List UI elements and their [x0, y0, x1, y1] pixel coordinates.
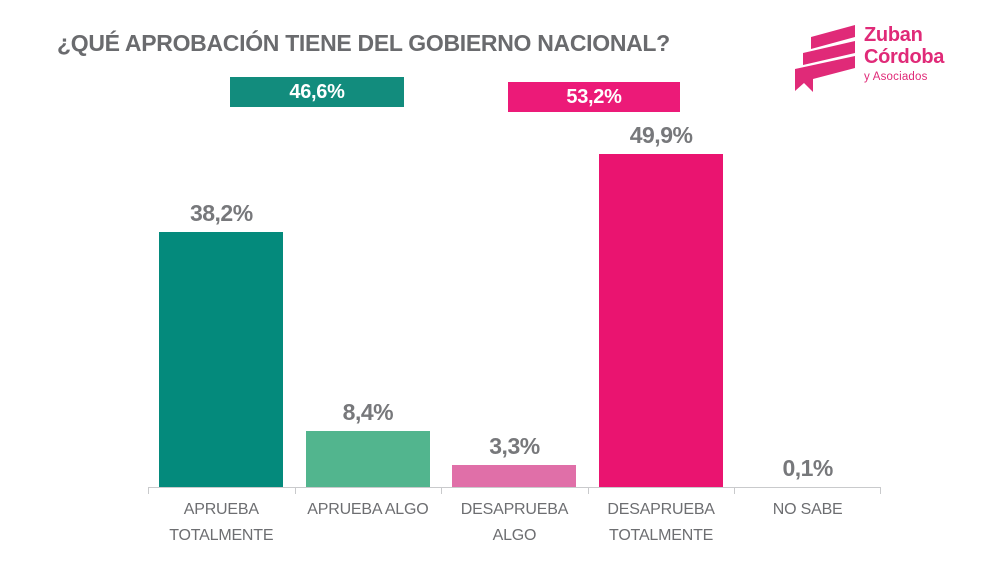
brand-logo: Zuban Córdoba y Asociados: [795, 24, 944, 92]
bar-value-label: 0,1%: [782, 455, 833, 481]
summary-badge: 46,6%: [230, 77, 404, 107]
axis-tick: [880, 487, 881, 494]
page-title: ¿QUÉ APROBACIÓN TIENE DEL GOBIERNO NACIO…: [57, 30, 670, 56]
bar: [159, 232, 284, 487]
bar-value-label: 38,2%: [189, 200, 253, 226]
bar-column: 49,9%: [588, 122, 735, 487]
x-axis-line: [148, 487, 881, 488]
axis-ticks: [148, 487, 881, 494]
bar-column: 3,3%: [441, 433, 588, 487]
logo-subtitle: y Asociados: [864, 71, 928, 83]
axis-tick: [587, 487, 589, 494]
logo-line2: Córdoba: [864, 46, 945, 68]
bar-column: 0,1%: [734, 455, 881, 487]
bar: [599, 154, 724, 487]
logo-stripes-icon: [795, 25, 855, 92]
bars-row: 38,2% 8,4% 3,3% 49,9% 0,1%: [148, 122, 881, 487]
axis-tick: [294, 487, 296, 494]
category-labels-row: APRUEBA TOTALMENTE APRUEBA ALGO DESAPRUEBA…: [148, 497, 881, 549]
bar-value-label: 3,3%: [489, 433, 540, 459]
bar: [452, 465, 577, 487]
bar-value-label: 8,4%: [342, 399, 394, 425]
bar-value-label: 49,9%: [629, 122, 693, 148]
category-label: DESAPRUEBA TOTALMENTE: [607, 501, 715, 544]
bar-column: 38,2%: [148, 200, 295, 487]
category-label: APRUEBA ALGO: [307, 501, 429, 518]
category-label: NO SABE: [772, 501, 843, 518]
axis-tick: [734, 487, 736, 494]
logo-line1: Zuban: [864, 24, 923, 46]
logo-text: Zuban Córdoba y Asociados: [864, 24, 944, 83]
category-label: APRUEBA TOTALMENTE: [169, 501, 274, 544]
bar-column: 8,4%: [295, 399, 442, 487]
summary-badge: 53,2%: [508, 82, 680, 112]
category-label: DESAPRUEBA ALGO: [460, 501, 569, 544]
bar: [305, 431, 430, 487]
axis-tick: [148, 487, 149, 494]
axis-tick: [441, 487, 443, 494]
